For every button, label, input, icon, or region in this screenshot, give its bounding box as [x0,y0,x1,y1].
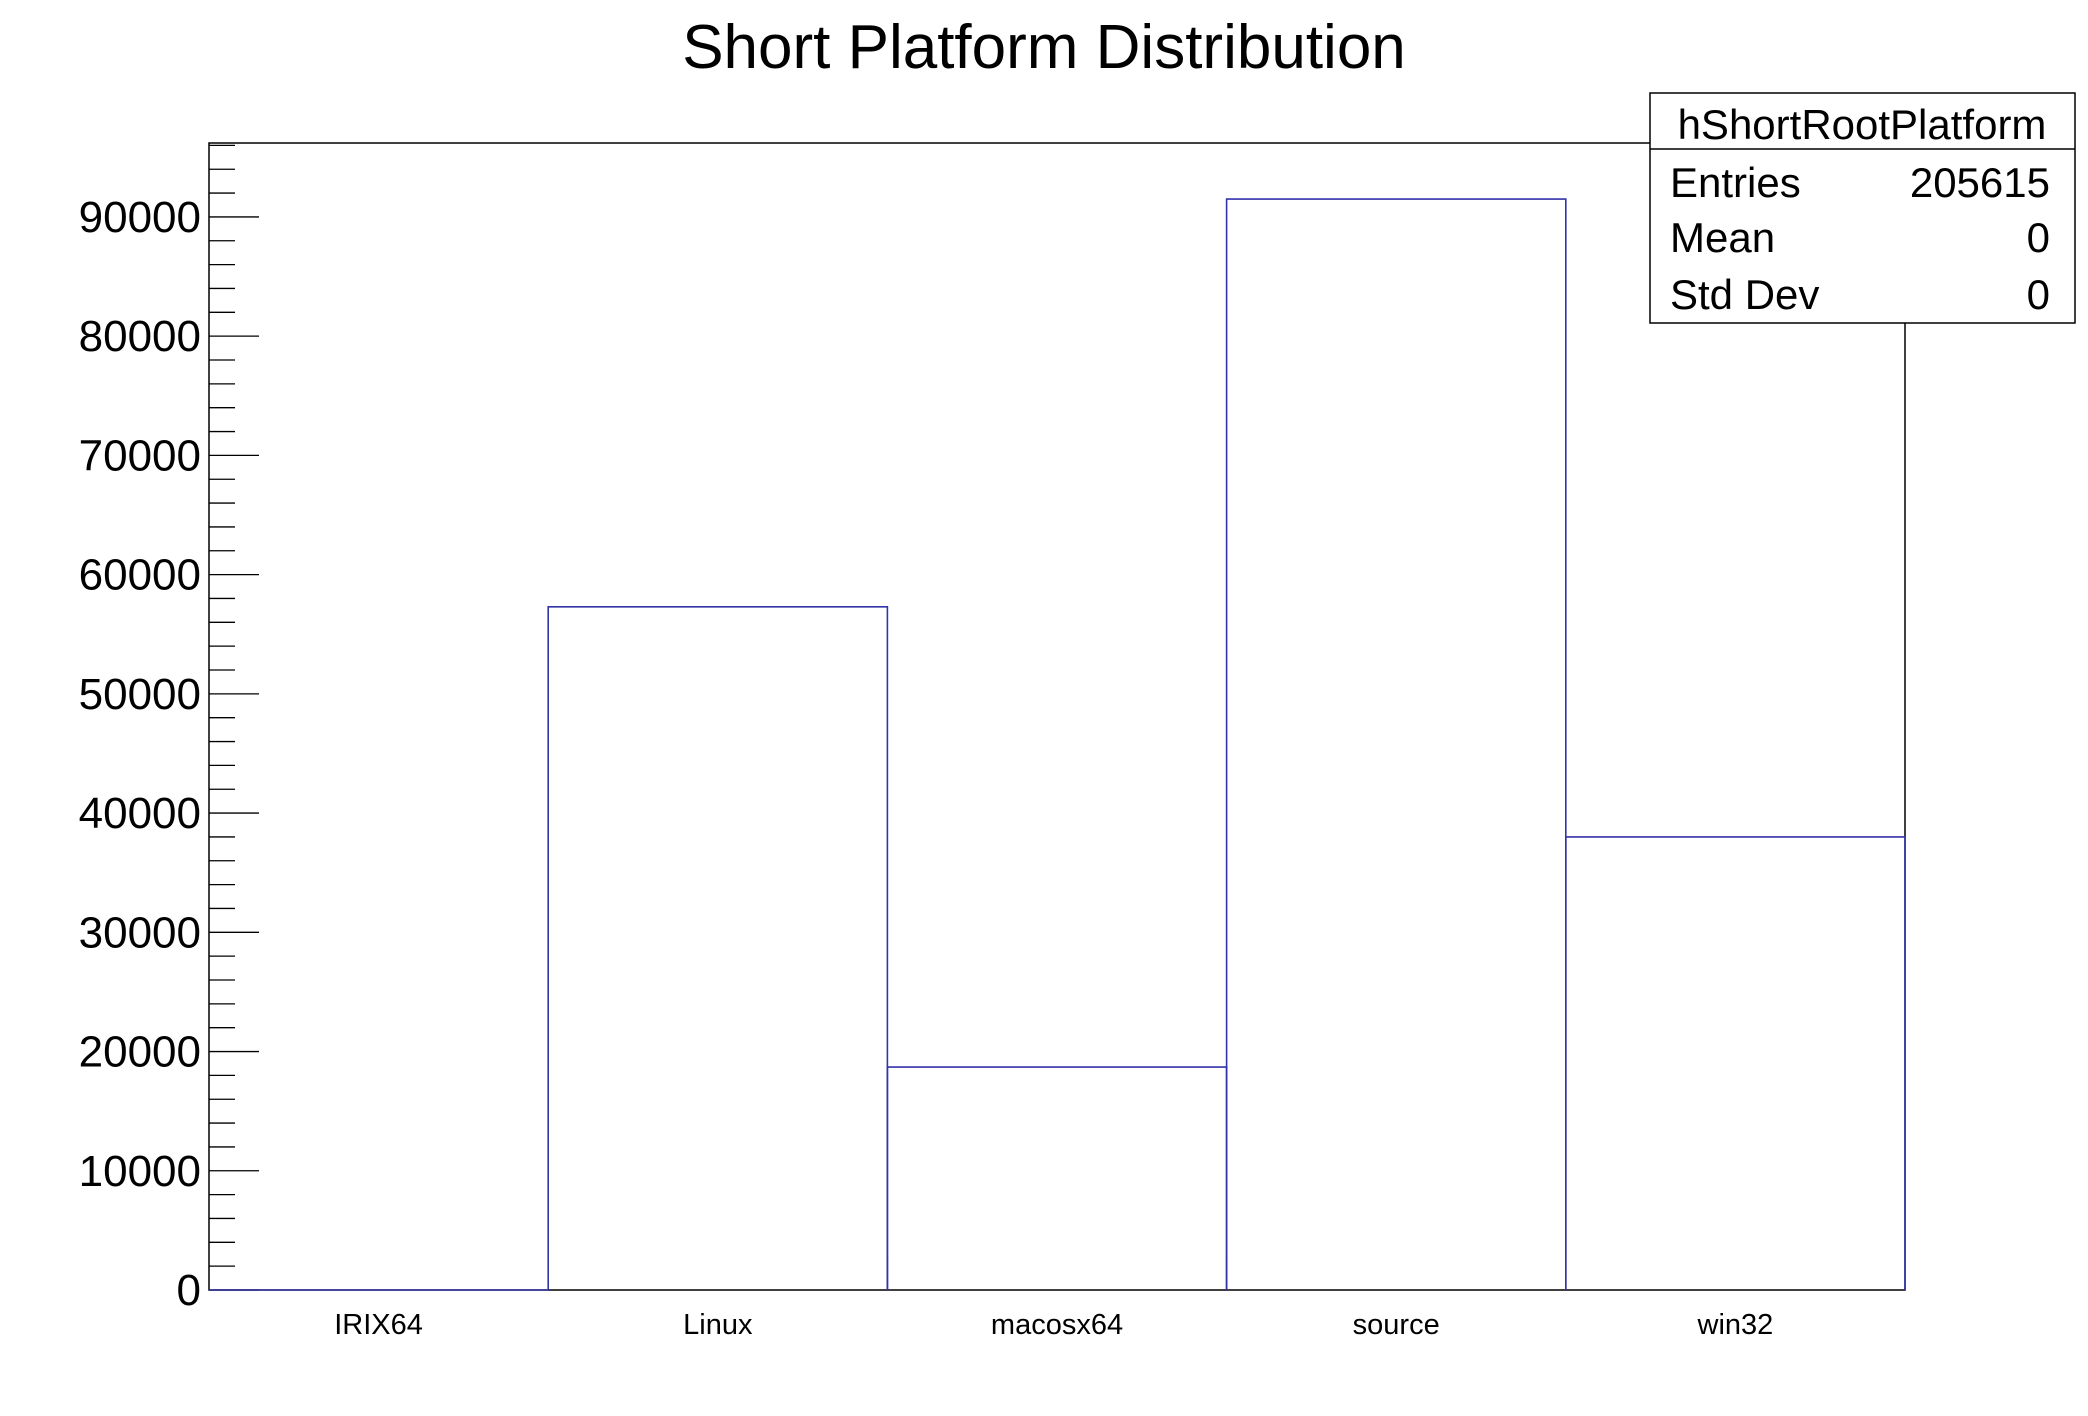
chart-title: Short Platform Distribution [682,13,1406,82]
stats-mean-value: 0 [2027,214,2050,261]
x-category-label: macosx64 [991,1309,1123,1341]
stats-box-frame [1649,92,2076,324]
stats-stddev-value: 0 [2027,271,2050,318]
y-tick-label: 20000 [79,1028,201,1077]
plot-frame [208,142,1906,1291]
y-tick-label: 60000 [79,551,201,600]
stats-box: hShortRootPlatform Entries 205615 Mean 0… [1649,92,2076,324]
y-axis: 0 10000 20000 30000 40000 50000 60000 70000 8000… [79,144,259,1315]
stats-entries-label: Entries [1670,159,1801,206]
y-tick-label: 40000 [79,789,201,838]
stats-stddev-label: Std Dev [1670,271,1819,318]
stats-mean-label: Mean [1670,214,1775,261]
y-tick-label: 10000 [79,1147,201,1196]
histogram-bin-win32 [1565,836,1906,1290]
x-category-label: Linux [683,1309,753,1341]
x-category-label: win32 [1697,1309,1774,1341]
y-tick-label: 80000 [79,312,201,361]
y-tick-label: 30000 [79,908,201,957]
x-axis: IRIX64 Linux macosx64 source win32 [334,1256,1773,1341]
y-tick-label: 0 [177,1266,201,1315]
stats-box-title: hShortRootPlatform [1678,101,2047,148]
x-category-label: source [1353,1309,1440,1341]
histogram-bin-macosx64 [886,1066,1228,1290]
x-category-label: IRIX64 [334,1309,423,1341]
y-tick-label: 90000 [79,193,201,242]
histogram-bin-source [1225,198,1567,1290]
stats-entries-value: 205615 [1910,159,2050,206]
histogram-bin-Linux [547,606,889,1290]
y-tick-label: 50000 [79,670,201,719]
y-tick-label: 70000 [79,431,201,480]
histogram-bars [209,198,1906,1291]
